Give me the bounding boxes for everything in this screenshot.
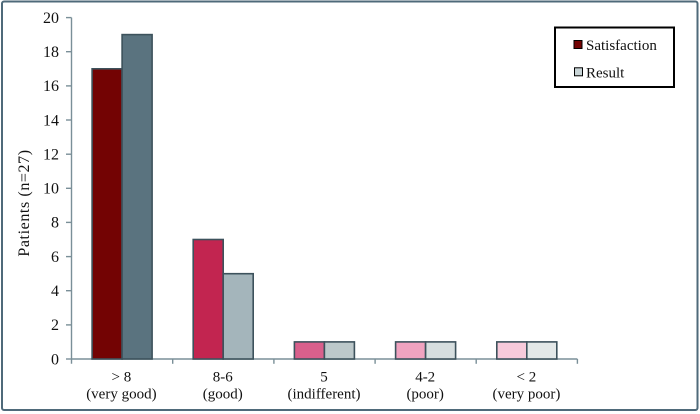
svg-text:2: 2 <box>51 317 59 334</box>
svg-text:(poor): (poor) <box>406 387 444 403</box>
svg-text:(very good): (very good) <box>86 387 156 403</box>
svg-text:Satisfaction: Satisfaction <box>586 38 657 54</box>
svg-text:20: 20 <box>43 10 59 27</box>
svg-text:(good): (good) <box>203 387 243 403</box>
svg-text:10: 10 <box>43 181 59 198</box>
svg-text:8-6: 8-6 <box>213 370 233 386</box>
svg-text:16: 16 <box>43 78 59 95</box>
svg-text:5: 5 <box>320 370 328 386</box>
svg-text:8: 8 <box>51 215 59 232</box>
svg-text:> 8: > 8 <box>112 370 132 386</box>
svg-text:12: 12 <box>43 147 59 164</box>
svg-text:(very poor): (very poor) <box>492 387 560 403</box>
svg-text:0: 0 <box>51 351 59 368</box>
svg-text:6: 6 <box>51 249 59 266</box>
svg-text:< 2: < 2 <box>517 370 537 386</box>
svg-text:(indifferent): (indifferent) <box>287 387 360 403</box>
svg-text:18: 18 <box>43 44 59 61</box>
svg-text:4-2: 4-2 <box>415 370 435 386</box>
svg-text:Result: Result <box>586 65 625 81</box>
svg-text:4: 4 <box>51 283 59 300</box>
svg-text:Patients (n=27): Patients (n=27) <box>16 149 33 256</box>
svg-text:14: 14 <box>43 112 59 129</box>
